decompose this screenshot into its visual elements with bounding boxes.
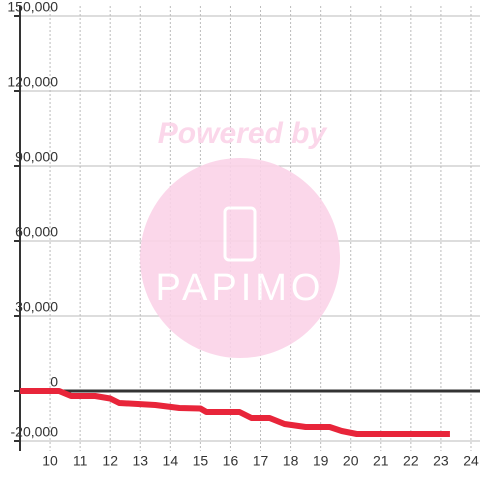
x-tick-label: 12 <box>102 453 118 469</box>
watermark-text: Powered by <box>158 117 328 150</box>
x-tick-label: 13 <box>132 453 148 469</box>
y-tick-label: 120,000 <box>7 74 58 90</box>
y-tick-label: 60,000 <box>15 224 58 240</box>
watermark: Powered by PAPIMO <box>140 117 340 358</box>
y-tick-label: -20,000 <box>11 424 59 440</box>
x-tick-label: 24 <box>463 453 479 469</box>
x-tick-label: 10 <box>42 453 58 469</box>
x-tick-label: 16 <box>223 453 239 469</box>
x-tick-label: 17 <box>253 453 269 469</box>
x-tick-label: 23 <box>433 453 449 469</box>
y-tick-label: 0 <box>50 374 58 390</box>
y-tick-label: 90,000 <box>15 149 58 165</box>
x-tick-label: 18 <box>283 453 299 469</box>
watermark-phone <box>223 206 257 262</box>
x-tick-label: 11 <box>73 453 88 469</box>
x-tick-label: 19 <box>313 453 329 469</box>
y-tick-label: 30,000 <box>15 299 58 315</box>
x-tick-label: 22 <box>403 453 419 469</box>
x-tick-label: 14 <box>163 453 179 469</box>
y-tick-label: 150,000 <box>7 0 58 15</box>
watermark-logo: PAPIMO <box>156 267 325 309</box>
x-tick-label: 15 <box>193 453 209 469</box>
watermark-circle <box>140 158 340 358</box>
x-tick-label: 21 <box>373 453 389 469</box>
data-line <box>20 388 450 437</box>
x-tick-label: 20 <box>343 453 359 469</box>
